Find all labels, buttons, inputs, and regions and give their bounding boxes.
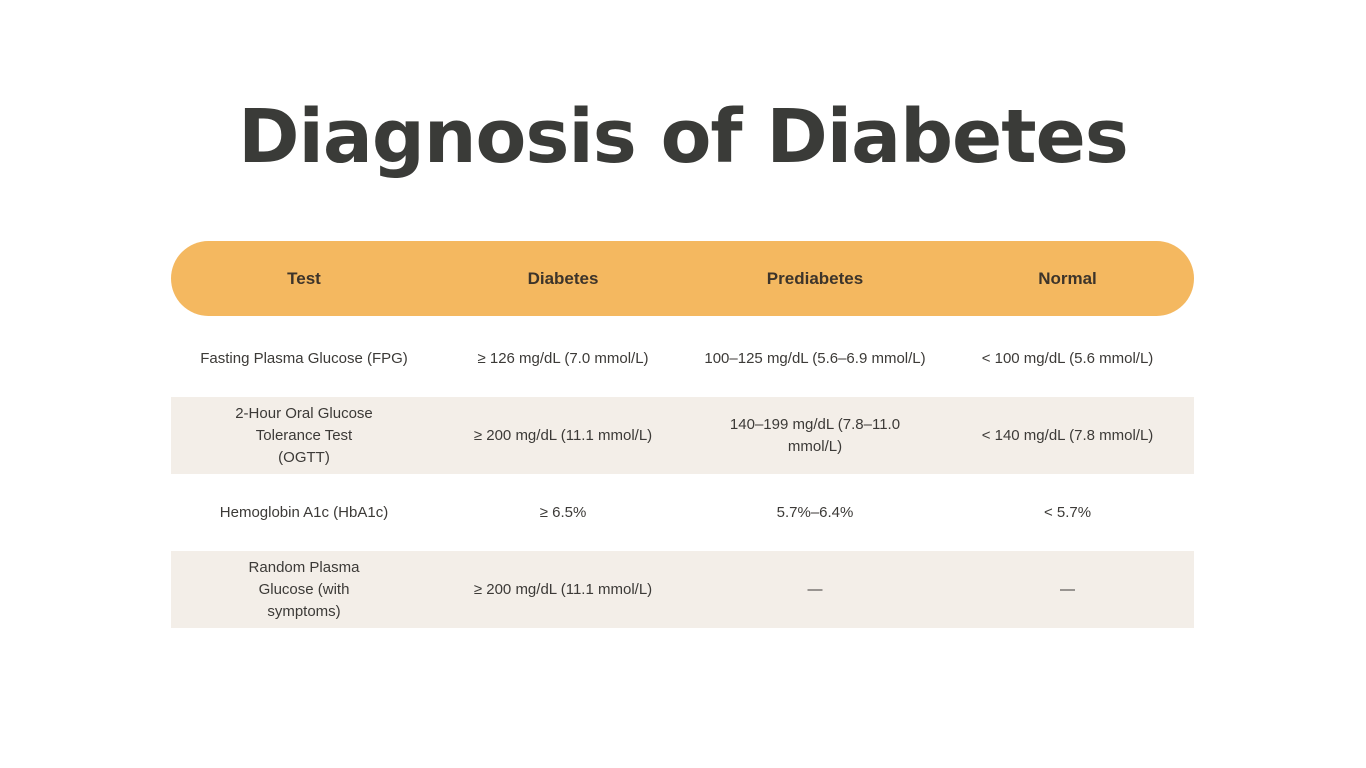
table-header: Test Diabetes Prediabetes Normal — [171, 241, 1194, 316]
column-header-normal: Normal — [1038, 268, 1097, 288]
cell-prediabetes: 100–125 mg/dL (5.6–6.9 mmol/L) — [704, 349, 926, 367]
cell-diabetes: ≥ 200 mg/dL (11.1 mmol/L) — [473, 426, 653, 444]
cell-normal: < 100 mg/dL (5.6 mmol/L) — [981, 349, 1154, 367]
cell-prediabetes: — — [807, 580, 823, 598]
cell-test: 2-Hour Oral Glucose Tolerance Test (OGTT… — [235, 404, 373, 466]
table-row: 2-Hour Oral Glucose Tolerance Test (OGTT… — [171, 397, 1194, 474]
cell-normal: < 5.7% — [1043, 503, 1092, 521]
cell-test: Random Plasma Glucose (with symptoms) — [248, 558, 360, 620]
column-header-diabetes: Diabetes — [527, 268, 599, 288]
cell-prediabetes: 140–199 mg/dL (7.8–11.0 mmol/L) — [729, 415, 901, 455]
column-header-prediabetes: Prediabetes — [766, 268, 864, 288]
table-row: Fasting Plasma Glucose (FPG) ≥ 126 mg/dL… — [171, 320, 1194, 397]
cell-normal: < 140 mg/dL (7.8 mmol/L) — [981, 426, 1154, 444]
page-title: Diagnosis of Diabetes — [238, 94, 1129, 180]
cell-test: Hemoglobin A1c (HbA1c) — [219, 503, 389, 521]
cell-normal: — — [1060, 580, 1075, 598]
cell-diabetes: ≥ 6.5% — [539, 503, 587, 521]
cell-test: Fasting Plasma Glucose (FPG) — [200, 349, 408, 367]
cell-diabetes: ≥ 126 mg/dL (7.0 mmol/L) — [477, 349, 649, 367]
cell-prediabetes: 5.7%–6.4% — [776, 503, 854, 521]
table-row: Random Plasma Glucose (with symptoms) ≥ … — [171, 551, 1194, 628]
cell-diabetes: ≥ 200 mg/dL (11.1 mmol/L) — [473, 580, 653, 598]
diagnosis-table: Test Diabetes Prediabetes Normal Fasting… — [171, 241, 1194, 628]
column-header-test: Test — [287, 268, 321, 288]
table-row: Hemoglobin A1c (HbA1c) ≥ 6.5% 5.7%–6.4% … — [171, 474, 1194, 551]
